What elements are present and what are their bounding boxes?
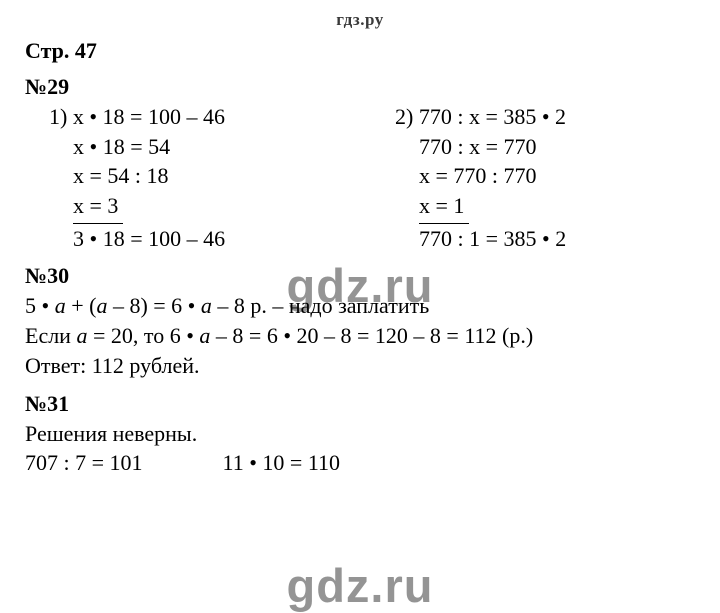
problem-29-1-line5: 3 • 18 = 100 – 46	[49, 224, 395, 254]
page-label: Стр. 47	[25, 38, 695, 64]
eq-text: x • 18 = 100 – 46	[73, 104, 225, 129]
solution-underline: x = 1	[419, 191, 469, 224]
t: – 8 = 6 • 20 – 8 = 120 – 8 = 112 (р.)	[210, 323, 533, 348]
problem-30: №30 5 • a + (a – 8) = 6 • a – 8 р. – над…	[25, 263, 695, 380]
problem-30-answer: Ответ: 112 рублей.	[25, 351, 695, 381]
t: – 8) = 6 •	[107, 293, 200, 318]
marker-1: 1)	[49, 104, 67, 129]
t: 5 •	[25, 293, 55, 318]
problem-31-right: 11 • 10 = 110	[223, 448, 340, 478]
var-a: a	[96, 293, 107, 318]
problem-31: №31 Решения неверны. 707 : 7 = 101 11 • …	[25, 391, 695, 478]
site-logo-top: гдз.ру	[25, 10, 695, 30]
problem-29-2-line5: 770 : 1 = 385 • 2	[395, 224, 695, 254]
problem-29-col-1: 1) x • 18 = 100 – 46 x • 18 = 54 x = 54 …	[25, 102, 395, 253]
var-a: a	[199, 323, 210, 348]
problem-29-1-line1: 1) x • 18 = 100 – 46	[49, 102, 395, 132]
var-a: a	[201, 293, 212, 318]
problem-31-left: 707 : 7 = 101	[25, 448, 143, 478]
t: = 20, то 6 •	[87, 323, 199, 348]
problem-30-number: №30	[25, 263, 695, 289]
problem-29-number: №29	[25, 74, 695, 100]
problem-29-2-line2: 770 : x = 770	[395, 132, 695, 162]
marker-2: 2)	[395, 104, 413, 129]
problem-30-line1: 5 • a + (a – 8) = 6 • a – 8 р. – надо за…	[25, 291, 695, 321]
problem-31-number: №31	[25, 391, 695, 417]
eq-text: 770 : x = 385 • 2	[419, 104, 566, 129]
problem-31-statement: Решения неверны.	[25, 419, 695, 449]
problem-29-1-line4: x = 3	[49, 191, 395, 224]
var-a: a	[55, 293, 66, 318]
t: – 8 р. – надо заплатить	[212, 293, 429, 318]
problem-31-row: 707 : 7 = 101 11 • 10 = 110	[25, 448, 695, 478]
solution-underline: x = 3	[73, 191, 123, 224]
problem-29-columns: 1) x • 18 = 100 – 46 x • 18 = 54 x = 54 …	[25, 102, 695, 253]
problem-29-2-line1: 2) 770 : x = 385 • 2	[395, 102, 695, 132]
problem-29-1-line2: x • 18 = 54	[49, 132, 395, 162]
t: + (	[66, 293, 97, 318]
problem-29-col-2: 2) 770 : x = 385 • 2 770 : x = 770 x = 7…	[395, 102, 695, 253]
watermark-bottom: gdz.ru	[0, 558, 720, 613]
problem-29-2-line3: x = 770 : 770	[395, 161, 695, 191]
problem-30-line2: Если a = 20, то 6 • a – 8 = 6 • 20 – 8 =…	[25, 321, 695, 351]
t: Если	[25, 323, 76, 348]
var-a: a	[76, 323, 87, 348]
problem-29-1-line3: x = 54 : 18	[49, 161, 395, 191]
problem-29-2-line4: x = 1	[395, 191, 695, 224]
